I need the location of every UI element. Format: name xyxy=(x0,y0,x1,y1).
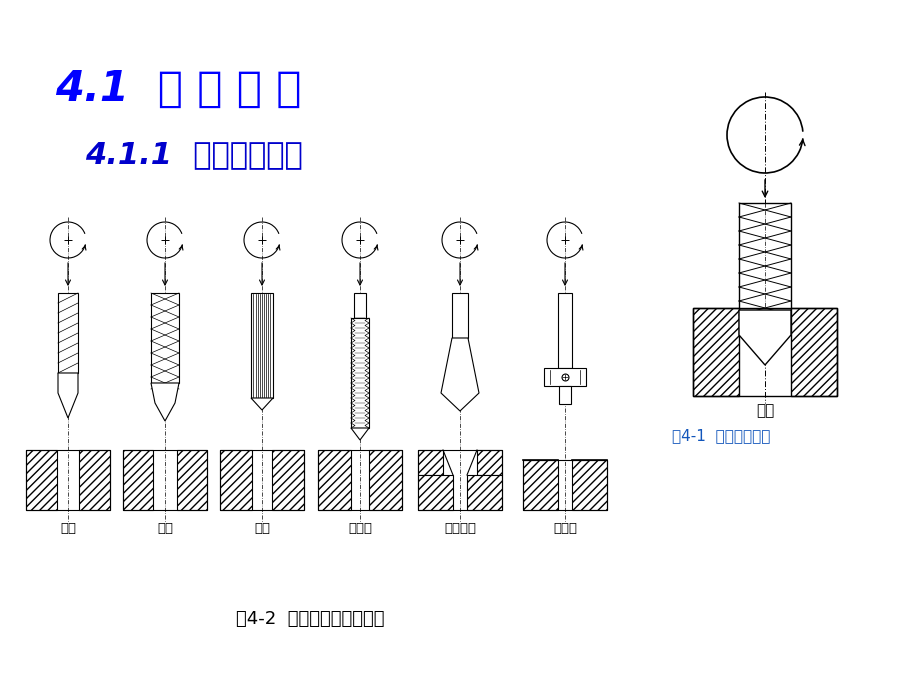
Bar xyxy=(318,450,351,510)
Bar xyxy=(220,450,252,510)
Text: 扩孔: 扩孔 xyxy=(157,522,173,535)
Bar xyxy=(58,293,78,373)
Text: 钻孔: 钻孔 xyxy=(755,403,773,418)
Bar xyxy=(251,293,273,398)
Text: 4.1  钻 削 加 工: 4.1 钻 削 加 工 xyxy=(55,68,301,110)
Bar xyxy=(318,450,402,510)
Bar xyxy=(369,450,402,510)
Bar xyxy=(151,293,179,383)
Bar xyxy=(417,450,443,475)
Polygon shape xyxy=(351,428,369,440)
Bar xyxy=(572,460,607,510)
Bar xyxy=(123,450,207,510)
Bar xyxy=(543,368,585,386)
Bar xyxy=(417,450,502,510)
Bar xyxy=(417,475,452,510)
Bar xyxy=(220,450,303,510)
Polygon shape xyxy=(440,338,479,411)
Text: 图4-1  钻削加工运动: 图4-1 钻削加工运动 xyxy=(671,428,769,443)
Bar xyxy=(123,450,153,510)
Bar xyxy=(738,203,790,315)
Bar xyxy=(790,308,836,396)
Text: 钻埋头孔: 钻埋头孔 xyxy=(444,522,475,535)
Text: 4.1.1  钻削加工方法: 4.1.1 钻削加工方法 xyxy=(85,140,302,169)
Bar xyxy=(272,450,303,510)
Bar xyxy=(26,450,110,510)
Bar xyxy=(476,450,502,475)
Text: 刮平面: 刮平面 xyxy=(552,522,576,535)
Polygon shape xyxy=(738,310,790,365)
Bar xyxy=(558,293,572,368)
Polygon shape xyxy=(151,383,179,421)
Text: 钻孔: 钻孔 xyxy=(60,522,76,535)
Bar xyxy=(351,318,369,428)
Bar xyxy=(692,308,836,396)
Bar xyxy=(79,450,110,510)
Bar xyxy=(522,460,558,510)
Text: 攻螺纹: 攻螺纹 xyxy=(347,522,371,535)
Bar xyxy=(522,460,607,510)
Bar xyxy=(451,293,468,338)
Bar xyxy=(559,386,571,404)
Polygon shape xyxy=(58,373,78,418)
Bar xyxy=(354,293,366,318)
Text: 铰孔: 铰孔 xyxy=(254,522,269,535)
Polygon shape xyxy=(251,398,273,410)
Bar xyxy=(467,475,502,510)
Bar xyxy=(176,450,207,510)
Bar xyxy=(692,308,738,396)
Text: 图4-2  钻床加工的基本内容: 图4-2 钻床加工的基本内容 xyxy=(235,610,384,628)
Bar xyxy=(26,450,57,510)
